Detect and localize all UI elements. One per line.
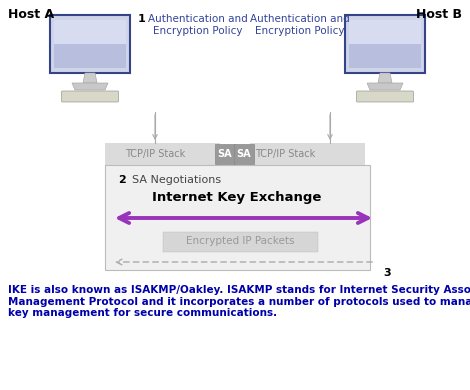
Text: TCP/IP Stack: TCP/IP Stack: [255, 149, 315, 158]
FancyBboxPatch shape: [62, 91, 118, 102]
Text: SA: SA: [218, 149, 232, 159]
FancyBboxPatch shape: [163, 232, 318, 252]
Text: Internet Key Exchange: Internet Key Exchange: [152, 191, 321, 204]
FancyBboxPatch shape: [215, 144, 235, 164]
Text: 3: 3: [383, 268, 391, 278]
Polygon shape: [83, 73, 97, 83]
FancyBboxPatch shape: [345, 15, 425, 73]
FancyBboxPatch shape: [234, 144, 254, 164]
Polygon shape: [72, 83, 108, 90]
FancyBboxPatch shape: [54, 20, 126, 44]
Text: TCP/IP Stack: TCP/IP Stack: [125, 149, 185, 158]
FancyBboxPatch shape: [349, 20, 421, 44]
FancyBboxPatch shape: [357, 91, 414, 102]
FancyBboxPatch shape: [250, 143, 365, 165]
Text: SA Negotiations: SA Negotiations: [132, 175, 221, 185]
Polygon shape: [367, 83, 403, 90]
FancyBboxPatch shape: [54, 20, 126, 68]
Text: Host A: Host A: [8, 8, 54, 21]
Text: Authentication and
Encryption Policy: Authentication and Encryption Policy: [148, 14, 248, 35]
Text: IKE is also known as ISAKMP/Oakley. ISAKMP stands for Internet Security Associat: IKE is also known as ISAKMP/Oakley. ISAK…: [8, 285, 470, 318]
Text: Authentication and
Encryption Policy: Authentication and Encryption Policy: [250, 14, 350, 35]
FancyBboxPatch shape: [349, 20, 421, 68]
Text: 2: 2: [118, 175, 126, 185]
Text: Host B: Host B: [416, 8, 462, 21]
Polygon shape: [378, 73, 392, 83]
FancyBboxPatch shape: [105, 143, 220, 165]
Text: 1: 1: [138, 14, 146, 24]
Text: Encrypted IP Packets: Encrypted IP Packets: [186, 236, 295, 246]
FancyBboxPatch shape: [105, 165, 370, 270]
FancyBboxPatch shape: [50, 15, 130, 73]
Text: SA: SA: [237, 149, 251, 159]
